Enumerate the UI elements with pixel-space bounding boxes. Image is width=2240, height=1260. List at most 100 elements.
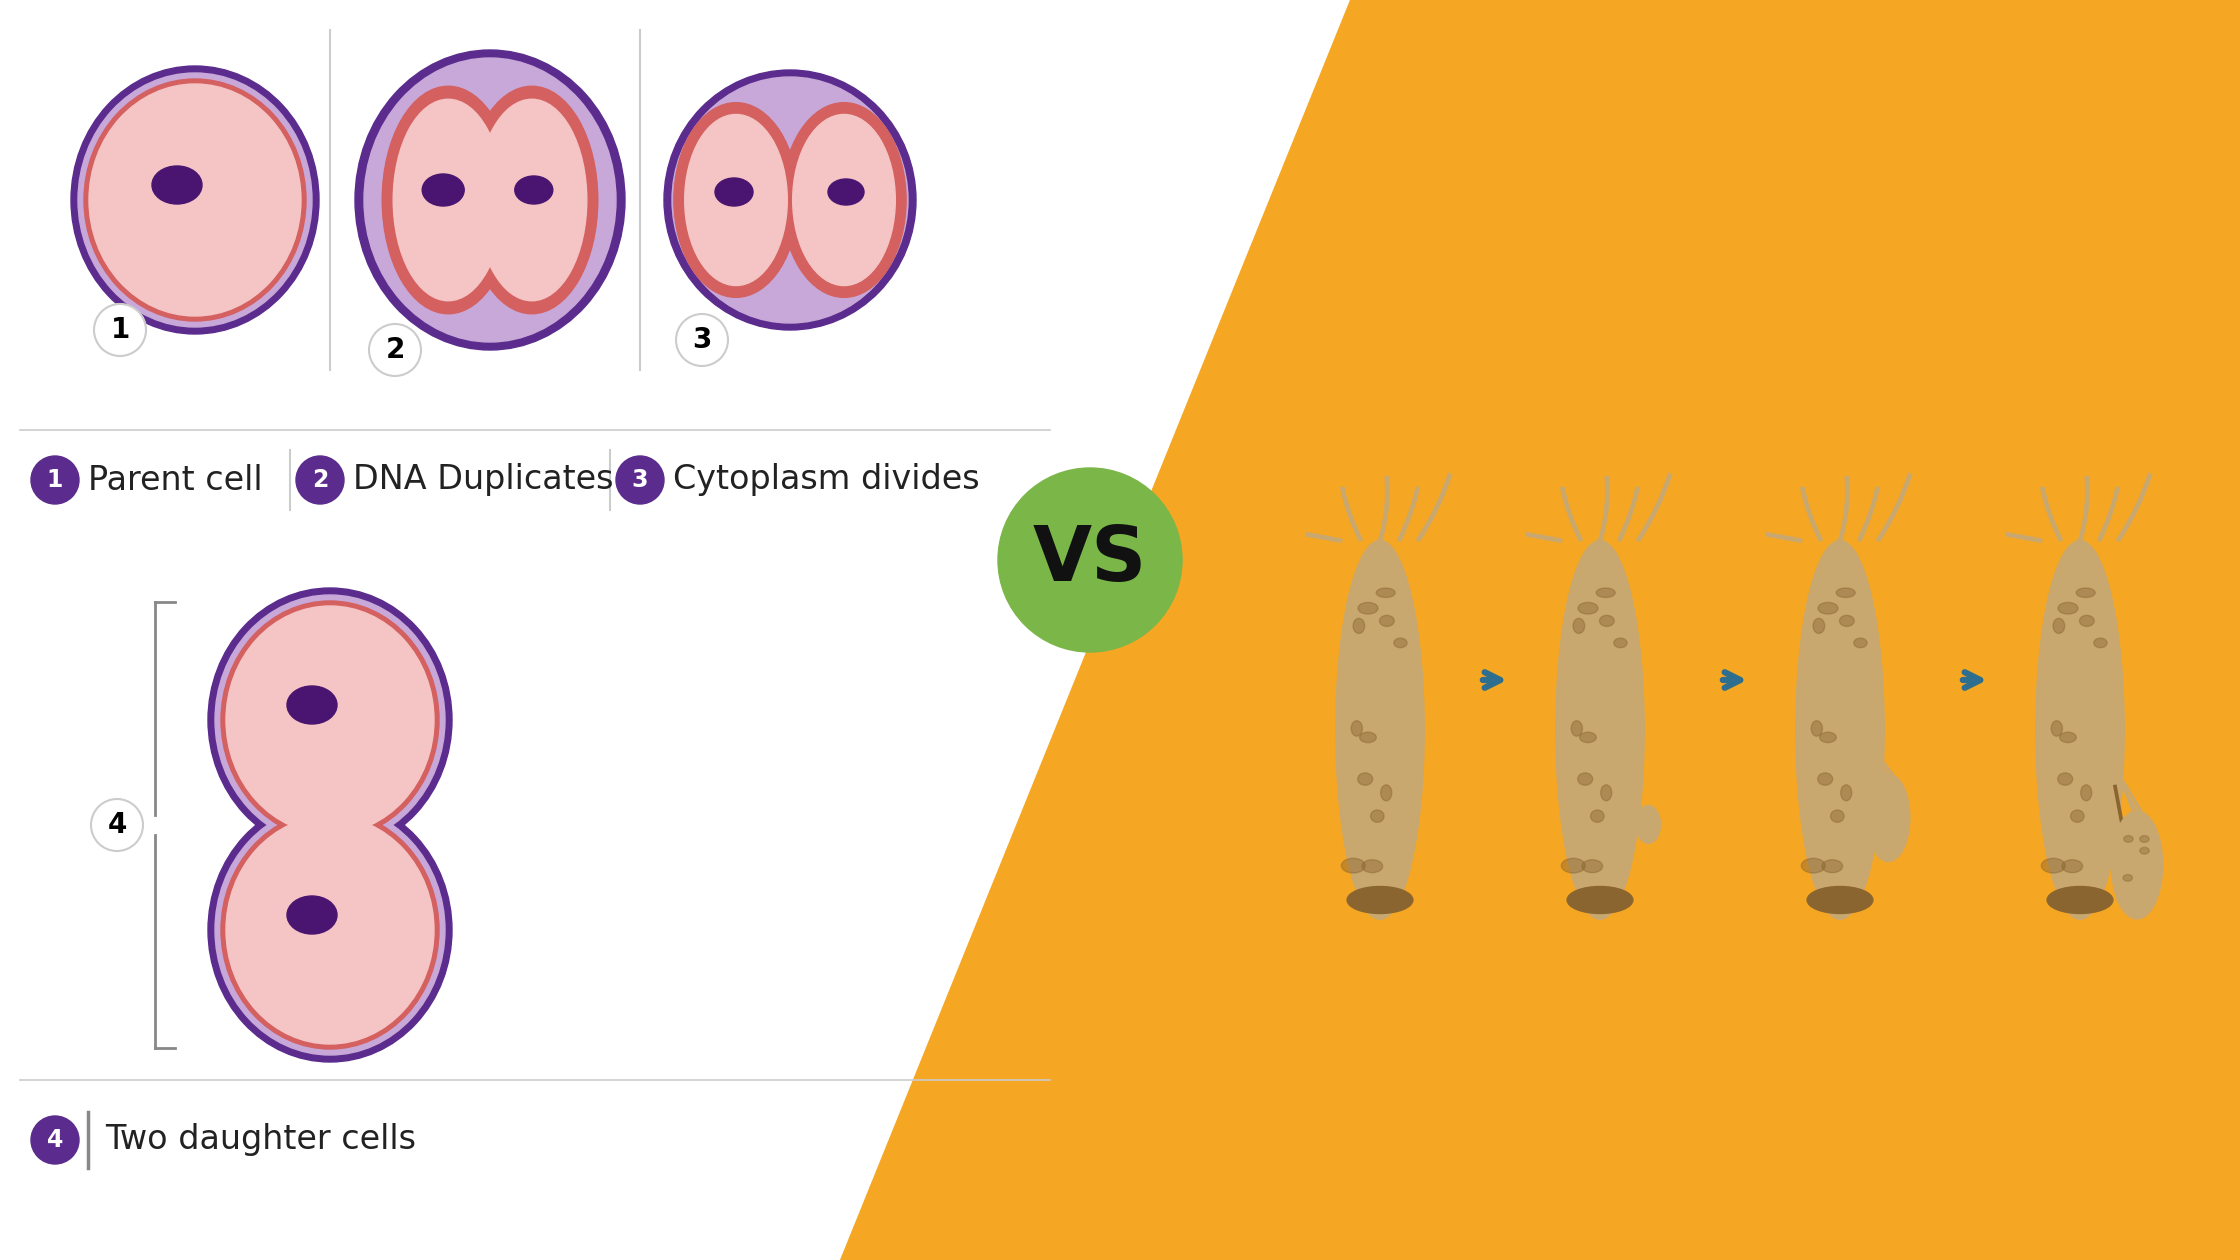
Ellipse shape	[793, 115, 896, 286]
Ellipse shape	[1581, 859, 1602, 873]
Ellipse shape	[1796, 541, 1884, 919]
Polygon shape	[840, 0, 2240, 1260]
Ellipse shape	[1357, 602, 1378, 614]
Text: VS: VS	[1033, 523, 1147, 597]
Ellipse shape	[2063, 859, 2083, 873]
Ellipse shape	[1380, 615, 1393, 626]
Ellipse shape	[363, 58, 616, 341]
Ellipse shape	[1561, 858, 1586, 873]
Ellipse shape	[1812, 619, 1826, 634]
Ellipse shape	[1817, 772, 1832, 785]
Ellipse shape	[287, 896, 336, 934]
Ellipse shape	[383, 86, 515, 314]
Ellipse shape	[2124, 835, 2132, 843]
Text: 3: 3	[632, 467, 647, 491]
Circle shape	[616, 456, 663, 504]
Ellipse shape	[782, 102, 907, 297]
Ellipse shape	[1602, 785, 1613, 801]
Ellipse shape	[1335, 541, 1425, 919]
Ellipse shape	[674, 102, 797, 297]
Ellipse shape	[1375, 588, 1396, 597]
Ellipse shape	[152, 166, 202, 204]
Circle shape	[370, 324, 421, 375]
Ellipse shape	[1360, 732, 1375, 742]
Ellipse shape	[1572, 619, 1584, 634]
Ellipse shape	[1819, 732, 1837, 742]
Ellipse shape	[477, 100, 587, 301]
Ellipse shape	[2059, 772, 2072, 785]
Ellipse shape	[1357, 772, 1373, 785]
Circle shape	[676, 314, 728, 365]
Circle shape	[31, 456, 78, 504]
Ellipse shape	[1597, 588, 1615, 597]
Ellipse shape	[287, 685, 336, 724]
Ellipse shape	[466, 86, 598, 314]
Ellipse shape	[1808, 887, 1873, 914]
Text: Cytoplasm divides: Cytoplasm divides	[672, 464, 979, 496]
Ellipse shape	[1830, 810, 1844, 823]
Ellipse shape	[2076, 588, 2094, 597]
Ellipse shape	[222, 601, 439, 839]
Text: 4: 4	[108, 811, 128, 839]
Ellipse shape	[1819, 602, 1839, 614]
Ellipse shape	[222, 811, 439, 1050]
Text: 4: 4	[47, 1128, 63, 1152]
Ellipse shape	[1821, 859, 1844, 873]
Text: 3: 3	[692, 326, 712, 354]
Ellipse shape	[1577, 772, 1593, 785]
Ellipse shape	[1568, 887, 1633, 914]
Ellipse shape	[1351, 721, 1362, 736]
Ellipse shape	[1590, 810, 1604, 823]
Ellipse shape	[2070, 810, 2083, 823]
Ellipse shape	[78, 73, 311, 328]
Ellipse shape	[215, 805, 446, 1055]
Ellipse shape	[2079, 615, 2094, 626]
Ellipse shape	[2052, 721, 2063, 736]
Ellipse shape	[1577, 602, 1597, 614]
Ellipse shape	[1371, 810, 1384, 823]
Ellipse shape	[1579, 732, 1597, 742]
Ellipse shape	[215, 595, 446, 845]
Ellipse shape	[1346, 887, 1413, 914]
Ellipse shape	[85, 79, 307, 321]
Ellipse shape	[208, 798, 452, 1062]
Ellipse shape	[1837, 588, 1855, 597]
Ellipse shape	[2081, 785, 2092, 801]
Text: Parent cell: Parent cell	[87, 464, 262, 496]
Ellipse shape	[1839, 615, 1855, 626]
Circle shape	[31, 1116, 78, 1164]
Ellipse shape	[2054, 619, 2065, 634]
Ellipse shape	[672, 77, 907, 323]
Circle shape	[999, 467, 1183, 651]
Ellipse shape	[2139, 835, 2148, 843]
Ellipse shape	[2139, 848, 2148, 854]
Text: Two daughter cells: Two daughter cells	[105, 1124, 417, 1157]
Text: 1: 1	[110, 316, 130, 344]
Ellipse shape	[226, 606, 435, 834]
Ellipse shape	[1557, 541, 1644, 919]
Ellipse shape	[1342, 858, 1364, 873]
Ellipse shape	[2036, 541, 2124, 919]
Ellipse shape	[1570, 721, 1581, 736]
Text: 2: 2	[385, 336, 405, 364]
Ellipse shape	[829, 179, 865, 205]
Ellipse shape	[2041, 858, 2065, 873]
Ellipse shape	[1812, 721, 1823, 736]
Ellipse shape	[1599, 615, 1615, 626]
Ellipse shape	[394, 100, 504, 301]
Ellipse shape	[1855, 638, 1868, 648]
Ellipse shape	[1393, 638, 1407, 648]
Ellipse shape	[2047, 887, 2112, 914]
Ellipse shape	[685, 115, 786, 286]
Ellipse shape	[354, 50, 625, 350]
Ellipse shape	[1841, 785, 1852, 801]
Ellipse shape	[1353, 619, 1364, 634]
Text: DNA Duplicates: DNA Duplicates	[354, 464, 614, 496]
Ellipse shape	[1362, 859, 1382, 873]
Ellipse shape	[90, 84, 300, 316]
Ellipse shape	[72, 66, 318, 334]
Ellipse shape	[2112, 811, 2162, 919]
Ellipse shape	[1380, 785, 1391, 801]
Text: 2: 2	[311, 467, 329, 491]
Ellipse shape	[2059, 732, 2076, 742]
